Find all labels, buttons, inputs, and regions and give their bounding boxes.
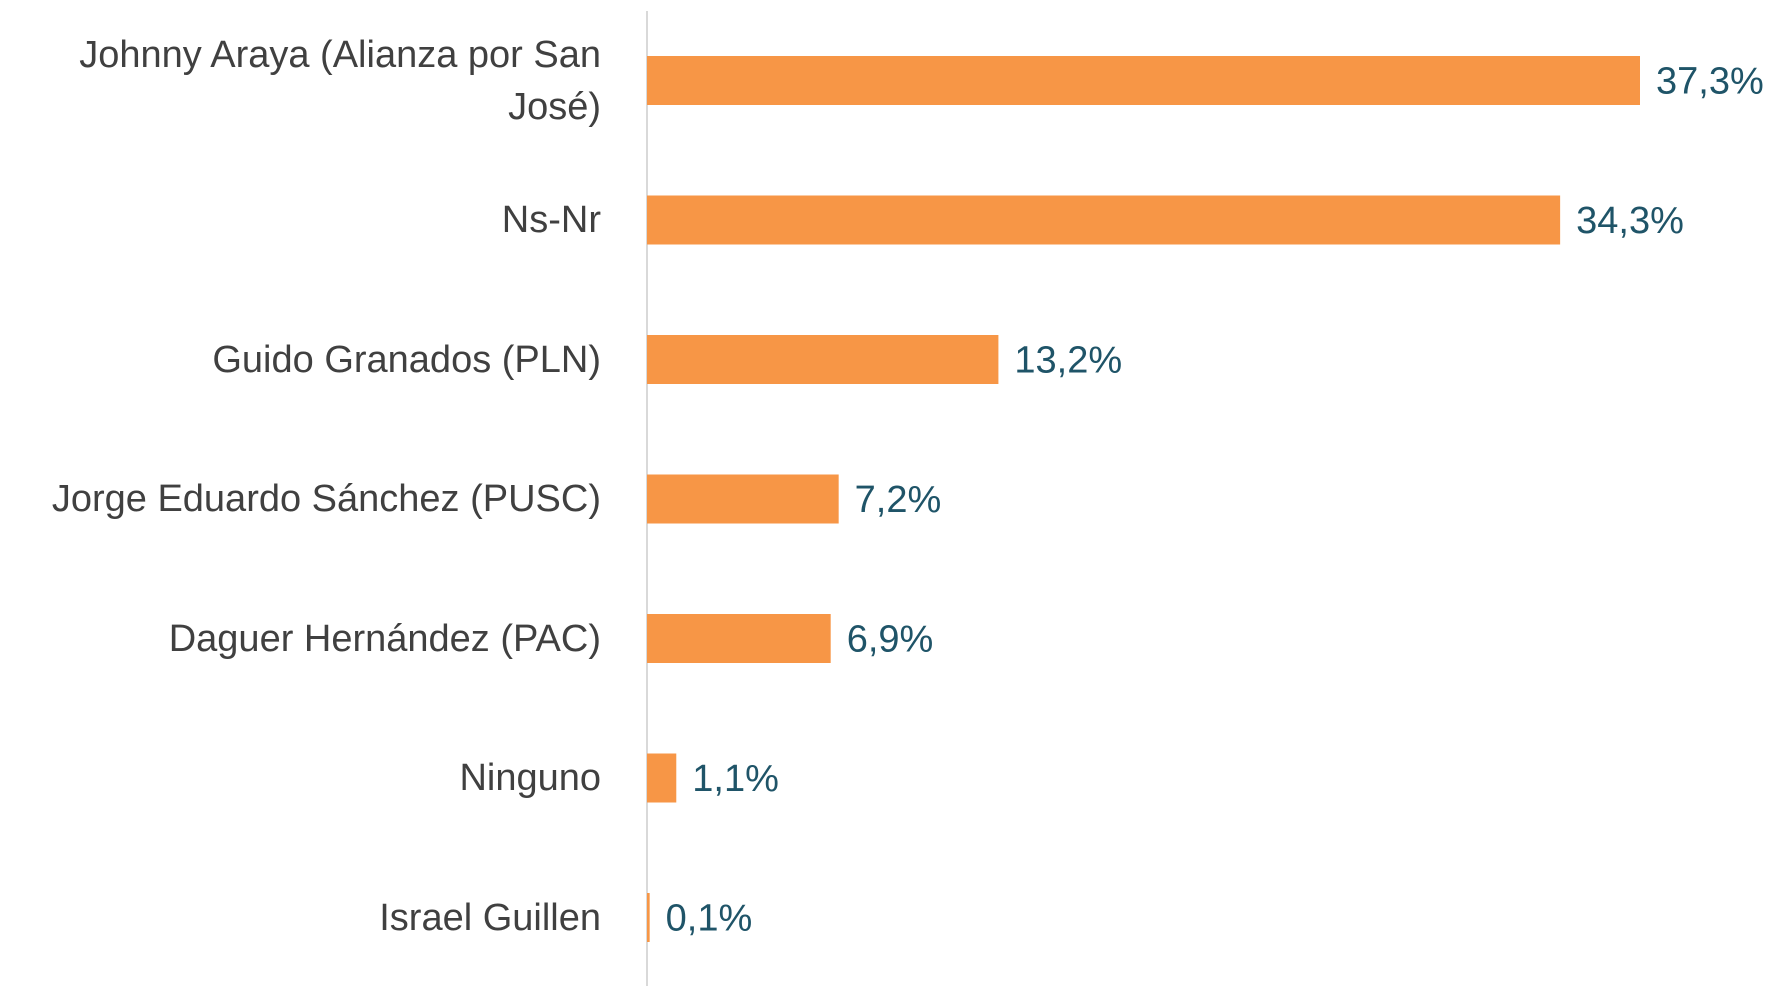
category-label: Guido Granados (PLN) xyxy=(212,338,601,381)
category-label: Israel Guillen xyxy=(379,896,601,939)
bar xyxy=(647,614,831,663)
data-label: 7,2% xyxy=(855,479,942,521)
data-label: 13,2% xyxy=(1014,340,1122,382)
category-label: Ninguno xyxy=(459,757,601,799)
category-label: Jorge Eduardo Sánchez (PUSC) xyxy=(51,478,601,520)
category-label: Daguer Hernández (PAC) xyxy=(168,617,601,660)
bar xyxy=(647,56,1640,105)
bar xyxy=(647,474,839,524)
data-label: 6,9% xyxy=(847,619,934,661)
data-label: 1,1% xyxy=(692,758,779,800)
category-label: Johnny Araya (Alianza por San José) xyxy=(79,33,601,128)
data-label: 0,1% xyxy=(666,898,753,940)
category-label: Ns-Nr xyxy=(501,199,601,241)
bar xyxy=(647,893,650,942)
bar xyxy=(647,753,677,803)
data-label: 37,3% xyxy=(1656,61,1764,103)
data-label: 34,3% xyxy=(1576,200,1684,242)
bar xyxy=(647,335,999,384)
bar xyxy=(647,195,1561,245)
